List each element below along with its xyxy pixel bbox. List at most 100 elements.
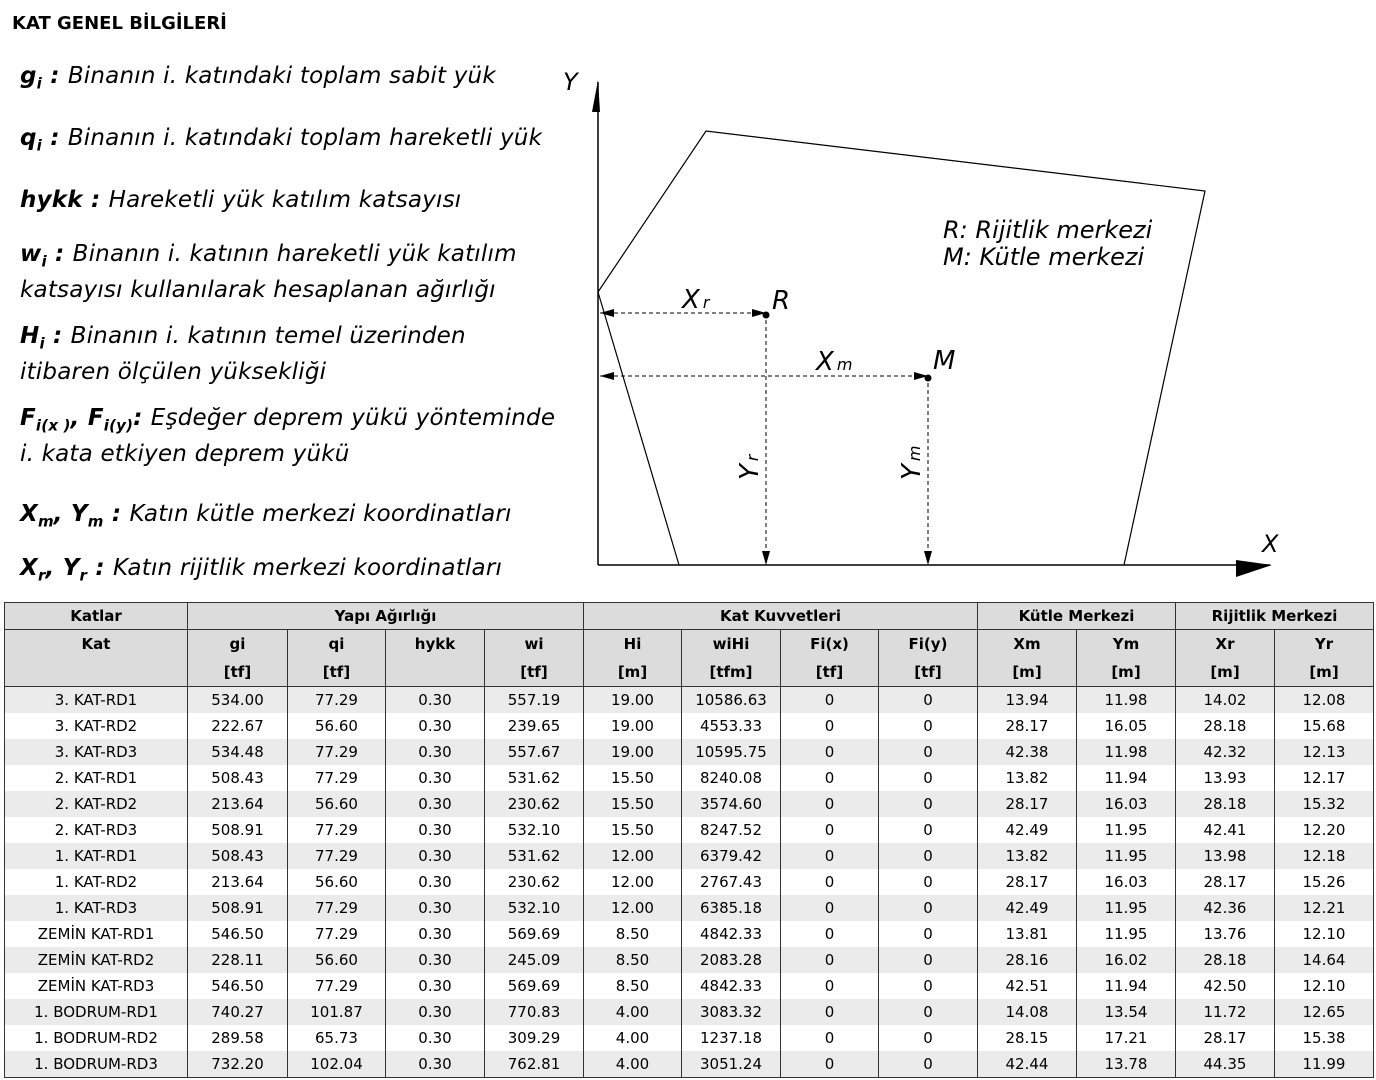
definition-item: Hi : Binanın i. katının temel üzerinden i… [20, 323, 466, 385]
table-cell: 0.30 [385, 895, 485, 921]
column-header: Kat [4, 629, 188, 687]
column-header: hykk [385, 629, 485, 687]
table-cell: 4.00 [583, 1051, 682, 1078]
table-cell: 42.44 [977, 1051, 1077, 1078]
table-row: 3. KAT-RD3 534.48 77.29 0.30 557.67 19.00 1059… [4, 739, 1374, 765]
table-cell: 12.18 [1274, 843, 1374, 869]
table-cell: 3. KAT-RD3 [4, 739, 188, 765]
table-row: 1. BODRUM-RD2 289.58 65.73 0.30 309.29 4.00 12… [4, 1025, 1374, 1051]
table-cell: 12.00 [583, 843, 682, 869]
table-cell: 42.49 [977, 895, 1077, 921]
table-cell: 13.76 [1175, 921, 1275, 947]
table-cell: 28.18 [1175, 713, 1275, 739]
table-cell: 0 [780, 895, 879, 921]
table-row: ZEMİN KAT-RD1 546.50 77.29 0.30 569.69 8.50 48… [4, 921, 1374, 947]
table-cell: 0.30 [385, 869, 485, 895]
column-header: Xr [m] [1175, 629, 1275, 687]
definition-item: Xm, Ym : Katın kütle merkezi koordinatla… [20, 501, 512, 531]
table-cell: 4842.33 [681, 921, 781, 947]
table-row: 2. KAT-RD3 508.91 77.29 0.30 532.10 15.50 8247… [4, 817, 1374, 843]
table-cell: 15.26 [1274, 869, 1374, 895]
table-cell: 222.67 [187, 713, 288, 739]
table-cell: 56.60 [287, 713, 386, 739]
table-cell: 0 [878, 999, 978, 1025]
table-cell: 14.64 [1274, 947, 1374, 973]
table-cell: 3. KAT-RD2 [4, 713, 188, 739]
table-cell: 0.30 [385, 817, 485, 843]
table-cell: 11.94 [1076, 765, 1176, 791]
column-header: gi [tf] [187, 629, 288, 687]
table-row: 1. KAT-RD2 213.64 56.60 0.30 230.62 12.00 2767… [4, 869, 1374, 895]
x-axis-label: X [1260, 530, 1279, 558]
x-axis-arrow-icon [1236, 560, 1272, 577]
table-cell: 102.04 [287, 1051, 386, 1078]
table-cell: 13.54 [1076, 999, 1176, 1025]
table-cell: 0.30 [385, 999, 485, 1025]
table-cell: 0 [780, 686, 879, 713]
table-cell: 65.73 [287, 1025, 386, 1051]
table-cell: 56.60 [287, 869, 386, 895]
table-cell: 42.36 [1175, 895, 1275, 921]
table-cell: 12.00 [583, 895, 682, 921]
table-cell: 12.00 [583, 869, 682, 895]
table-cell: 0.30 [385, 713, 485, 739]
table-cell: 13.81 [977, 921, 1077, 947]
table-cell: 15.50 [583, 765, 682, 791]
table-cell: 3083.32 [681, 999, 781, 1025]
table-cell: 13.78 [1076, 1051, 1176, 1078]
table-cell: 0.30 [385, 947, 485, 973]
table-cell: 15.68 [1274, 713, 1374, 739]
definition-item: Xr, Yr : Katın rijitlik merkezi koordina… [20, 555, 503, 585]
table-cell: 11.98 [1076, 686, 1176, 713]
table-cell: 15.38 [1274, 1025, 1374, 1051]
table-cell: 762.81 [484, 1051, 584, 1078]
table-cell: 0.30 [385, 686, 485, 713]
table-cell: 28.17 [977, 869, 1077, 895]
table-cell: 0 [780, 843, 879, 869]
table-cell: 1. KAT-RD3 [4, 895, 188, 921]
table-cell: 0.30 [385, 843, 485, 869]
table-cell: 532.10 [484, 895, 584, 921]
table-cell: 0 [878, 921, 978, 947]
table-cell: 0.30 [385, 791, 485, 817]
table-cell: 0 [780, 713, 879, 739]
table-cell: ZEMİN KAT-RD2 [4, 947, 188, 973]
table-cell: 8247.52 [681, 817, 781, 843]
table-cell: 13.94 [977, 686, 1077, 713]
column-header: Yr [m] [1274, 629, 1374, 687]
table-cell: ZEMİN KAT-RD3 [4, 973, 188, 999]
y-axis-arrow-icon [592, 80, 600, 112]
table-row: 3. KAT-RD1 534.00 77.29 0.30 557.19 19.00 1058… [4, 686, 1374, 713]
table-cell: 2. KAT-RD2 [4, 791, 188, 817]
table-cell: 15.50 [583, 791, 682, 817]
table-cell: 4.00 [583, 999, 682, 1025]
table-cell: 11.95 [1076, 843, 1176, 869]
table-row: 1. KAT-RD1 508.43 77.29 0.30 531.62 12.00 6379… [4, 843, 1374, 869]
table-cell: 0 [878, 947, 978, 973]
table-cell: 77.29 [287, 973, 386, 999]
point-m-label: M [933, 346, 955, 376]
group-header: Rijitlik Merkezi [1175, 602, 1374, 630]
table-cell: 28.17 [977, 713, 1077, 739]
table-cell: 0 [780, 921, 879, 947]
table-row: 2. KAT-RD2 213.64 56.60 0.30 230.62 15.50 3574… [4, 791, 1374, 817]
table-cell: 0 [780, 1025, 879, 1051]
group-header-row: Katlar Yapı Ağırlığı Kat Kuvvetleri Kütl… [4, 602, 1374, 630]
table-cell: 0.30 [385, 1025, 485, 1051]
page-title: KAT GENEL BİLGİLERİ [12, 13, 227, 34]
table-cell: 42.50 [1175, 973, 1275, 999]
table-cell: 14.08 [977, 999, 1077, 1025]
yr-label: Yr [735, 453, 765, 480]
table-cell: 56.60 [287, 791, 386, 817]
table-row: 1. BODRUM-RD1 740.27 101.87 0.30 770.83 4.00 3… [4, 999, 1374, 1025]
table-cell: 13.82 [977, 765, 1077, 791]
table-cell: 0 [780, 973, 879, 999]
table-cell: 8.50 [583, 947, 682, 973]
table-cell: 245.09 [484, 947, 584, 973]
table-cell: 2767.43 [681, 869, 781, 895]
table-cell: 213.64 [187, 791, 288, 817]
table-cell: 12.21 [1274, 895, 1374, 921]
table-cell: 2. KAT-RD3 [4, 817, 188, 843]
table-cell: 101.87 [287, 999, 386, 1025]
group-header: Kütle Merkezi [977, 602, 1176, 630]
